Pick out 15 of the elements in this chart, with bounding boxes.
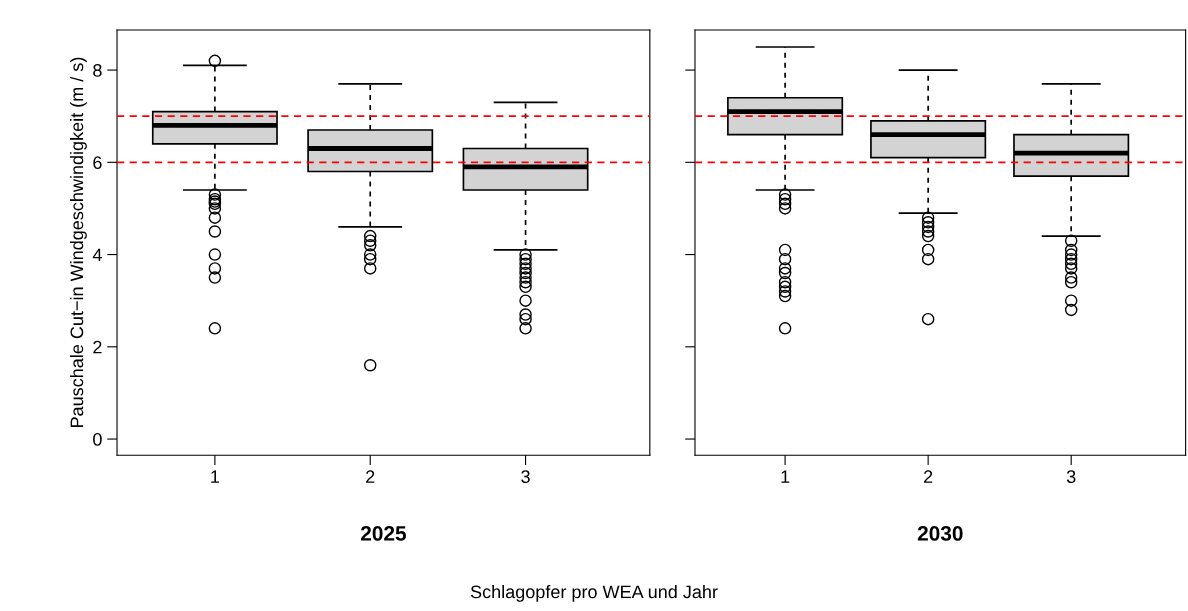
x-axis-title: 2025 xyxy=(360,526,407,541)
y-tick-label: 2 xyxy=(93,340,102,354)
x-tick-label: 2 xyxy=(366,470,375,483)
x-tick-label: 3 xyxy=(521,470,530,484)
x-tick-label: 1 xyxy=(781,470,790,483)
x-tick-label: 3 xyxy=(1066,470,1076,484)
y-tick-label: 6 xyxy=(93,156,102,170)
y-tick-label: 0 xyxy=(93,432,102,446)
x-axis-title: 2030 xyxy=(917,526,963,541)
x-tick-label: 1 xyxy=(211,470,220,483)
text: Schlagopfer pro WEA und Jahr xyxy=(470,585,718,602)
y-axis-title: Pauschale Cut−in Windgeschwindigkeit (m / s) xyxy=(70,57,87,427)
y-tick-label: 8 xyxy=(93,64,102,77)
x-tick-label: 2 xyxy=(924,470,933,483)
y-tick-label: 4 xyxy=(92,248,102,262)
